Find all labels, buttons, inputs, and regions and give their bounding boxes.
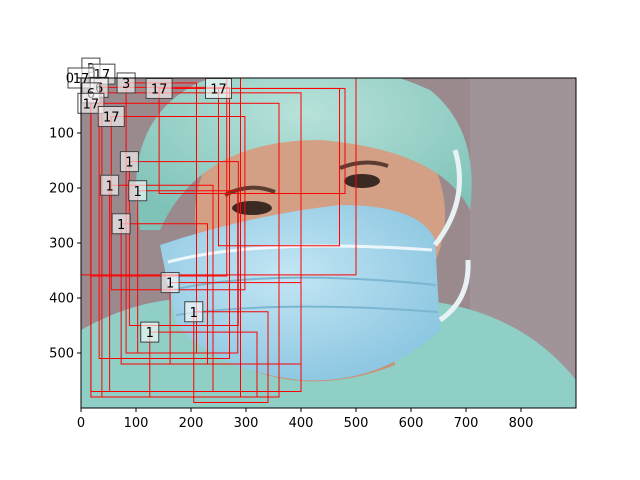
y-tick-label: 100 xyxy=(49,127,74,142)
y-tick-label: 200 xyxy=(49,182,74,197)
box-label: 17 xyxy=(145,77,173,99)
box-label-text: 17 xyxy=(83,97,100,112)
box-label-text: 1 xyxy=(105,179,113,194)
x-axis: 0 100 200 300 400 500 600 700 800 xyxy=(77,408,534,431)
box-label-text: 1 xyxy=(190,306,198,321)
right-eyebrow xyxy=(339,160,389,170)
box-label-text: 1 xyxy=(125,156,133,171)
box-label-text: 3 xyxy=(122,77,130,92)
box-label-background xyxy=(140,321,160,343)
y-axis: 0 100 200 300 400 500 xyxy=(49,72,81,362)
x-tick-label: 600 xyxy=(399,416,424,431)
bounding-box xyxy=(137,190,239,354)
y-tick-label: 0 xyxy=(66,72,74,87)
box-label-background xyxy=(119,151,139,173)
bounding-box xyxy=(109,184,214,392)
x-tick-label: 500 xyxy=(344,416,369,431)
x-tick-label: 700 xyxy=(454,416,479,431)
bounding-box xyxy=(169,282,302,365)
box-label: 1 xyxy=(160,272,180,294)
box-label-background xyxy=(184,301,204,323)
x-tick-label: 300 xyxy=(234,416,259,431)
box-label-text: 1 xyxy=(117,218,125,233)
bounding-box xyxy=(128,161,239,326)
x-tick-label: 200 xyxy=(179,416,204,431)
x-tick-label: 400 xyxy=(289,416,314,431)
box-label-background xyxy=(77,92,105,114)
box-label-text: 17 xyxy=(151,82,168,97)
box-label-background xyxy=(160,272,180,294)
box-label: 17 xyxy=(205,77,232,99)
box-label: 1 xyxy=(184,301,204,323)
bounding-box xyxy=(149,331,258,398)
y-tick-label: 400 xyxy=(49,292,74,307)
x-tick-label: 800 xyxy=(509,416,534,431)
box-label: 1 xyxy=(100,174,120,196)
x-tick-label: 100 xyxy=(124,416,149,431)
box-label-background xyxy=(128,180,148,202)
mask-pleat xyxy=(171,276,437,291)
box-label-background xyxy=(97,106,125,127)
box-label-text: 17 xyxy=(103,111,120,126)
mask-strap xyxy=(438,259,471,323)
box-label-background xyxy=(100,174,120,196)
right-eye xyxy=(344,174,380,188)
left-eye xyxy=(232,201,272,215)
box-label-text: 1 xyxy=(146,326,154,341)
bounding-box xyxy=(81,78,357,276)
mask-pleat xyxy=(167,244,433,264)
x-tick-label: 0 xyxy=(77,416,85,431)
box-label-text: 17 xyxy=(210,82,227,97)
y-tick-label: 300 xyxy=(49,237,74,252)
y-tick-label: 500 xyxy=(49,347,74,362)
box-label: 1 xyxy=(111,213,131,235)
box-label-text: 1 xyxy=(134,185,142,200)
mask-strap xyxy=(433,149,462,247)
photo xyxy=(81,78,576,408)
bounding-box xyxy=(193,311,269,403)
box-label-text: 1 xyxy=(166,277,174,292)
box-label: 17 xyxy=(77,92,105,114)
box-label: 17 xyxy=(97,106,125,127)
box-label: 1 xyxy=(128,180,148,202)
bounding-box xyxy=(120,223,208,365)
box-label: 3 xyxy=(116,72,136,94)
box-label: 1 xyxy=(140,321,160,343)
box-label-background xyxy=(111,213,131,235)
box-label: 1 xyxy=(119,151,139,173)
